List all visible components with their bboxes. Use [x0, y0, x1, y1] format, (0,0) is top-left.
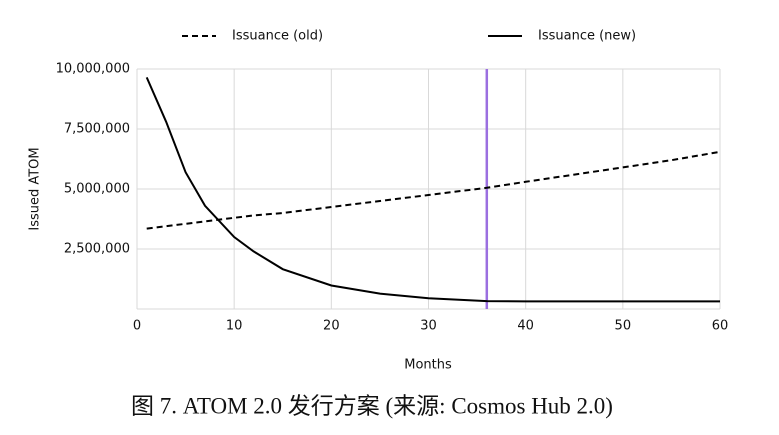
x-tick-label: 0 — [133, 319, 141, 334]
y-tick-label: 2,500,000 — [64, 242, 130, 257]
x-tick-label: 50 — [615, 319, 632, 334]
x-tick-label: 40 — [517, 319, 534, 334]
series-line — [145, 76, 720, 303]
caption: 图 7. ATOM 2.0 发行方案 (来源: Cosmos Hub 2.0) — [131, 393, 613, 418]
legend-label: Issuance (new) — [538, 29, 636, 44]
x-tick-label: 60 — [712, 319, 729, 334]
y-tick-label: 7,500,000 — [64, 122, 130, 137]
series-line — [146, 150, 721, 230]
y-axis-label: Issued ATOM — [28, 147, 43, 230]
x-tick-label: 20 — [323, 319, 340, 334]
y-tick-label: 10,000,000 — [56, 62, 130, 77]
y-tick-label: 5,000,000 — [64, 182, 130, 197]
legend-label: Issuance (old) — [232, 29, 323, 44]
x-tick-label: 30 — [420, 319, 437, 334]
x-axis-label: Months — [404, 358, 452, 373]
x-tick-label: 10 — [226, 319, 243, 334]
